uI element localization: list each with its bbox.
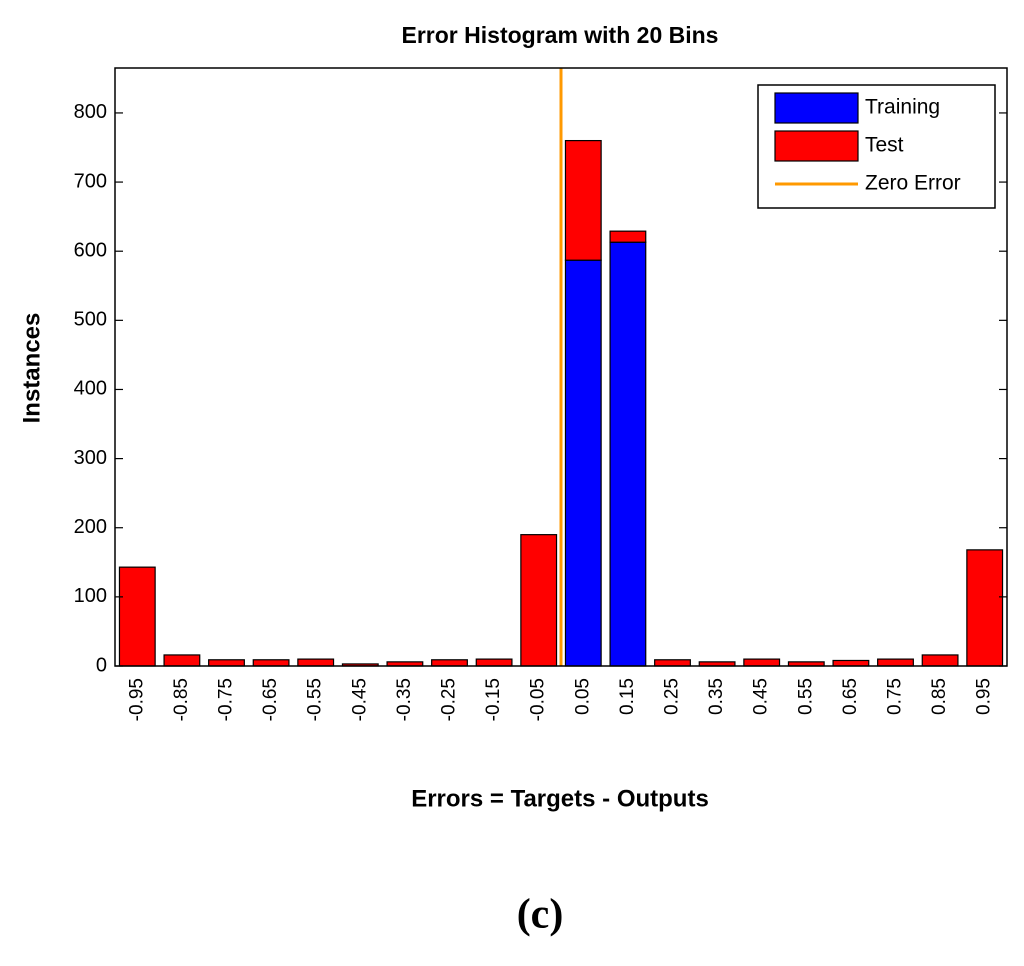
y-tick-label: 500: [74, 309, 107, 331]
bar-segment: [163, 654, 201, 667]
bar-segment: [609, 241, 647, 667]
x-tick-label: -0.45: [349, 678, 370, 721]
caption: (c): [517, 892, 564, 938]
y-tick-label: 400: [74, 378, 107, 400]
bar-segment: [520, 534, 558, 667]
bar-segment: [475, 658, 513, 667]
x-tick-label: 0.75: [885, 678, 906, 715]
legend-label: Training: [865, 96, 940, 119]
bar-segment: [654, 659, 691, 667]
x-tick-label: 0.95: [974, 678, 995, 715]
x-tick-label: -0.05: [528, 678, 549, 721]
x-tick-label: 0.55: [795, 678, 816, 715]
y-tick-label: 200: [74, 516, 107, 538]
x-tick-label: 0.85: [929, 678, 950, 715]
bar-segment: [252, 659, 290, 667]
x-tick-label: -0.75: [216, 678, 237, 721]
y-tick-label: 300: [74, 447, 107, 469]
x-tick-label: -0.95: [126, 678, 147, 721]
y-tick-label: 0: [96, 654, 107, 676]
bar-segment: [609, 230, 647, 243]
x-tick-label: -0.25: [439, 678, 460, 721]
x-tick-label: 0.25: [662, 678, 683, 715]
legend-label: Test: [865, 134, 904, 157]
x-tick-label: -0.65: [260, 678, 281, 721]
x-tick-label: 0.45: [751, 678, 772, 715]
bar-segment: [564, 139, 602, 261]
chart-title: Error Histogram with 20 Bins: [402, 22, 719, 48]
y-axis-label: Instances: [18, 313, 45, 424]
x-tick-label: 0.15: [617, 678, 638, 715]
x-axis-label: Errors = Targets - Outputs: [411, 785, 709, 812]
x-tick-label: 0.65: [840, 678, 861, 715]
bar-segment: [564, 259, 602, 667]
legend-label: Zero Error: [865, 172, 961, 195]
x-tick-label: -0.55: [305, 678, 326, 721]
x-tick-label: -0.85: [171, 678, 192, 721]
plot-frame: [114, 67, 1008, 667]
bar-segment: [921, 654, 959, 667]
bar-segment: [743, 658, 781, 667]
y-tick-label: 100: [74, 585, 107, 607]
bar-segment: [832, 659, 870, 667]
y-tick-label: 700: [74, 170, 107, 192]
x-tick-label: -0.35: [394, 678, 415, 721]
bar-segment: [431, 659, 468, 667]
y-tick-label: 600: [74, 239, 107, 261]
legend-swatch: [774, 130, 859, 162]
bar-segment: [877, 658, 914, 667]
y-tick-label: 800: [74, 101, 107, 123]
x-tick-label: 0.35: [706, 678, 727, 715]
bar-segment: [966, 549, 1004, 667]
bar-segment: [208, 659, 245, 667]
bar-segment: [297, 658, 335, 667]
bar-segment: [118, 566, 156, 667]
x-tick-label: -0.15: [483, 678, 504, 721]
x-tick-label: 0.05: [572, 678, 593, 715]
legend-swatch: [774, 92, 859, 124]
